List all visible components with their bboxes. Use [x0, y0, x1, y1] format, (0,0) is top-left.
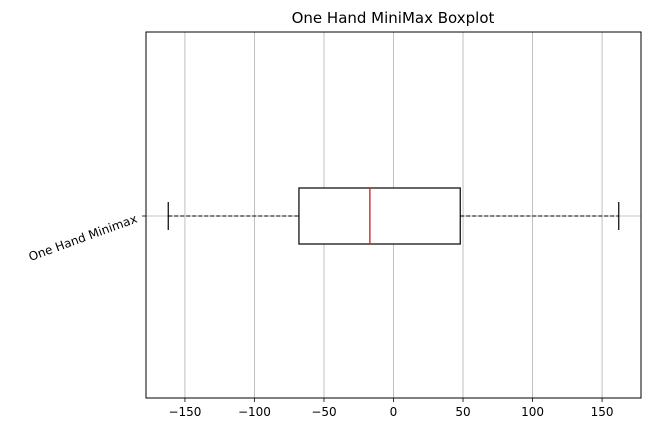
y-axis: One Hand Minimax [27, 212, 146, 264]
chart-title: One Hand MiniMax Boxplot [292, 9, 495, 27]
x-tick-label: −150 [168, 405, 201, 419]
x-axis: −150 −100 −50 0 50 100 150 [168, 398, 614, 419]
x-tick-label: 100 [521, 405, 544, 419]
x-tick-label: 50 [455, 405, 470, 419]
iqr-box [298, 187, 461, 245]
x-tick-label: 0 [390, 405, 398, 419]
plot-marks [167, 187, 620, 245]
x-tick-label: −100 [238, 405, 271, 419]
x-tick-label: −50 [311, 405, 336, 419]
y-tick-label: One Hand Minimax [27, 212, 139, 264]
x-tick-label: 150 [591, 405, 614, 419]
